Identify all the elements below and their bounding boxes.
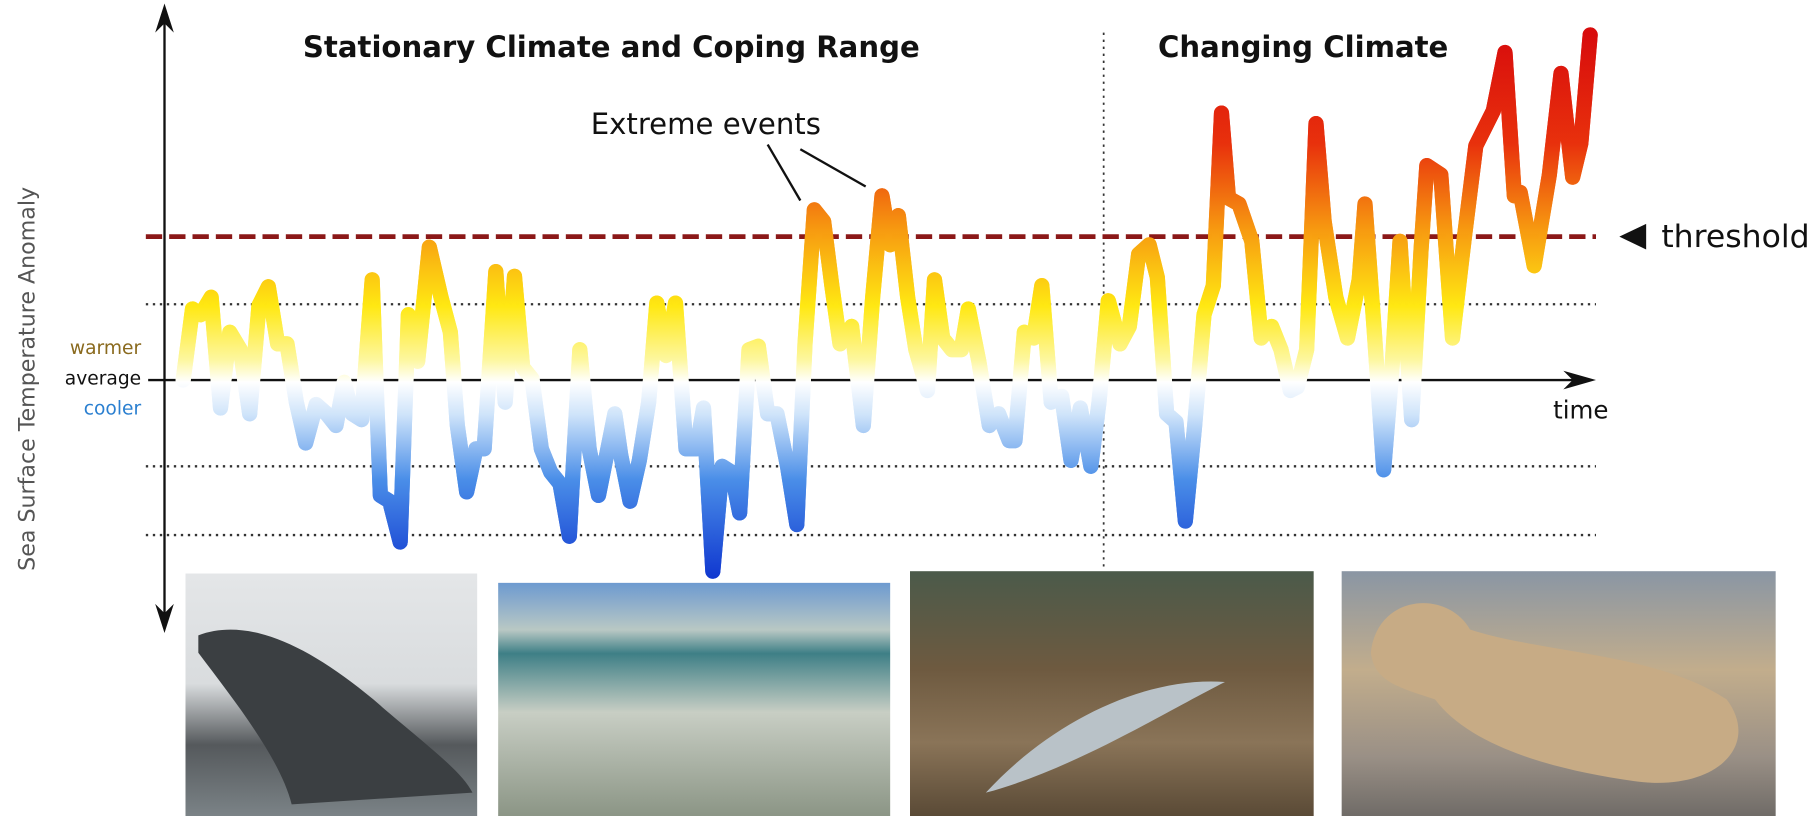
- leader-line: [799, 148, 867, 188]
- extreme-events-label: Extreme events: [591, 107, 821, 141]
- threshold-pointer: [1619, 223, 1647, 250]
- reference-lines: [145, 32, 1596, 572]
- fish-photo: [910, 571, 1314, 816]
- signal-line: [183, 35, 1590, 571]
- photos: [185, 571, 1776, 816]
- y-arrow-down: [155, 603, 174, 633]
- warmer-label: warmer: [70, 338, 142, 359]
- temperature-signal: [175, 35, 1590, 571]
- average-label: average: [65, 368, 141, 389]
- cooler-label: cooler: [84, 399, 142, 420]
- y-axis-label: Sea Surface Temperature Anomaly: [14, 187, 40, 571]
- sea-lion-shape: [1370, 603, 1739, 783]
- y-arrow-up: [155, 3, 174, 33]
- changing-title: Changing Climate: [1158, 30, 1448, 64]
- coral-photo: [498, 582, 891, 816]
- fish-shape: [985, 681, 1225, 793]
- leader-line: [766, 143, 802, 202]
- stationary-title: Stationary Climate and Coping Range: [303, 30, 920, 64]
- x-arrow: [1563, 370, 1596, 390]
- whale-shape: [198, 629, 473, 805]
- threshold-label: threshold: [1661, 219, 1809, 255]
- x-axis-label: time: [1553, 396, 1608, 425]
